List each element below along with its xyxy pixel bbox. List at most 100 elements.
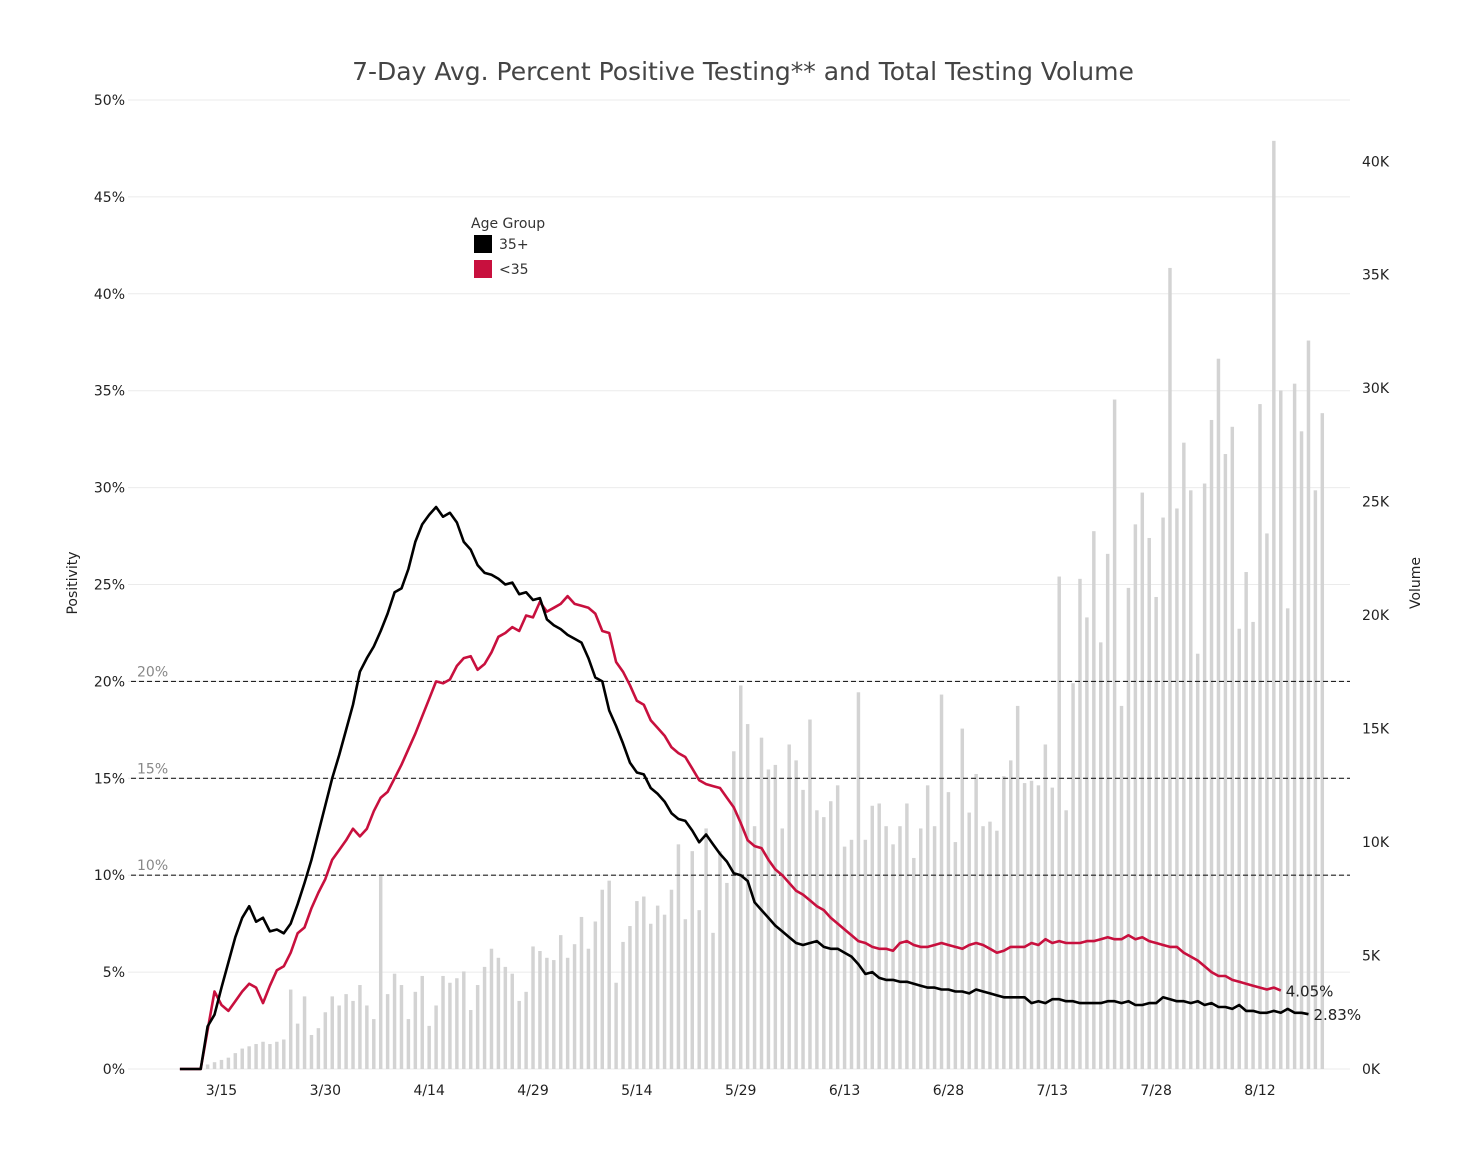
- volume-bar: [503, 966, 508, 1069]
- end-label-35plus: 2.83%: [1313, 1006, 1361, 1024]
- x-tick-label: 5/29: [725, 1083, 756, 1099]
- volume-bar: [1202, 483, 1207, 1069]
- volume-bar: [475, 985, 480, 1069]
- volume-bar: [863, 839, 868, 1069]
- legend-label-under35[interactable]: <35: [499, 262, 529, 278]
- volume-bar: [378, 876, 383, 1069]
- volume-bar: [953, 842, 958, 1069]
- volume-bar: [822, 817, 826, 1069]
- volume-bar: [385, 994, 390, 1069]
- volume-bar: [856, 692, 861, 1069]
- volume-bar: [586, 948, 591, 1069]
- volume-bar: [358, 985, 362, 1069]
- volume-bar: [247, 1046, 251, 1069]
- volume-bar: [1036, 785, 1041, 1069]
- volume-bar: [254, 1044, 258, 1069]
- x-tick-label: 7/28: [1140, 1083, 1171, 1099]
- volume-bar: [330, 996, 334, 1069]
- legend-swatch-35plus[interactable]: [474, 235, 492, 253]
- volume-bar: [1015, 705, 1020, 1069]
- volume-bar: [981, 826, 985, 1069]
- volume-bar: [1043, 744, 1048, 1069]
- volume-bar: [711, 932, 715, 1069]
- volume-bar: [1223, 454, 1228, 1069]
- volume-bar: [268, 1044, 272, 1069]
- volume-bar: [226, 1057, 231, 1069]
- volume-bar: [642, 896, 646, 1069]
- volume-bar: [517, 1000, 521, 1069]
- volume-bar: [372, 1019, 376, 1069]
- volume-bar: [1029, 780, 1034, 1069]
- end-labels: 4.05% 2.83%: [1286, 983, 1361, 1025]
- volume-bar: [849, 839, 854, 1069]
- volume-bar: [468, 1009, 473, 1069]
- volume-bar: [745, 724, 750, 1069]
- volume-bar: [967, 812, 971, 1069]
- volume-bar: [282, 1039, 286, 1069]
- volume-bar: [399, 985, 404, 1069]
- y2-tick-label: 35K: [1362, 268, 1390, 284]
- volume-bar: [787, 744, 791, 1069]
- volume-bar: [1078, 578, 1082, 1069]
- volume-bar: [240, 1048, 244, 1069]
- y-tick-label: 50%: [94, 93, 125, 109]
- volume-bar: [545, 957, 549, 1069]
- volume-bar: [732, 751, 736, 1069]
- volume-bar: [538, 950, 542, 1069]
- legend[interactable]: Age Group 35+ <35: [471, 216, 545, 278]
- volume-bar: [752, 826, 757, 1069]
- y-axis-title: Positivity: [65, 551, 81, 614]
- volume-bar: [1022, 783, 1027, 1069]
- legend-label-35plus[interactable]: 35+: [499, 237, 529, 253]
- volume-bar: [801, 789, 805, 1069]
- volume-bar: [1189, 490, 1193, 1069]
- volume-bar: [739, 685, 743, 1069]
- volume-bar: [205, 1064, 210, 1069]
- volume-bar: [932, 826, 937, 1069]
- volume-bar: [648, 923, 653, 1069]
- volume-bar: [842, 846, 847, 1069]
- volume-bar: [780, 828, 785, 1069]
- y2-tick-label: 5K: [1362, 949, 1381, 965]
- volume-bar: [448, 982, 452, 1069]
- volume-bar: [1161, 517, 1165, 1069]
- series-line-35plus: [179, 505, 1309, 1071]
- volume-bar: [295, 1023, 300, 1069]
- volume-bar: [1168, 267, 1172, 1069]
- volume-bar: [1002, 776, 1006, 1069]
- legend-swatch-under35[interactable]: [474, 260, 492, 278]
- volume-bar: [261, 1041, 265, 1069]
- volume-bar: [212, 1062, 217, 1069]
- volume-bar: [960, 728, 965, 1069]
- legend-title: Age Group: [471, 216, 545, 232]
- volume-bar: [1209, 419, 1214, 1069]
- end-label-under35: 4.05%: [1286, 983, 1334, 1001]
- x-tick-label: 6/13: [829, 1083, 860, 1099]
- volume-bar: [655, 905, 660, 1069]
- volume-bar: [351, 1000, 355, 1069]
- y2-tick-label: 40K: [1362, 154, 1390, 170]
- volume-bar: [898, 826, 902, 1069]
- volume-bar: [365, 1005, 369, 1069]
- x-tick-label: 8/12: [1244, 1083, 1275, 1099]
- right-axis-ticks: 0K 5K 10K 15K 20K 25K 30K 35K 40K: [1362, 154, 1390, 1078]
- volume-bar: [558, 935, 563, 1069]
- volume-bar: [1133, 524, 1138, 1069]
- volume-bar: [621, 941, 625, 1069]
- volume-bar: [275, 1041, 279, 1069]
- y-tick-label: 20%: [94, 674, 125, 690]
- volume-bar: [635, 901, 639, 1069]
- volume-bar: [939, 694, 944, 1069]
- volume-bar: [1195, 653, 1200, 1069]
- volume-bar: [1140, 492, 1145, 1069]
- volume-bar: [524, 991, 528, 1069]
- y2-tick-label: 0K: [1362, 1062, 1381, 1078]
- volume-bar: [496, 957, 501, 1069]
- y-tick-label: 10%: [94, 868, 125, 884]
- volume-bar: [683, 919, 688, 1069]
- y-tick-label: 25%: [94, 578, 125, 594]
- volume-bar: [1279, 390, 1283, 1070]
- volume-bar: [925, 785, 930, 1069]
- volume-bar: [392, 973, 397, 1069]
